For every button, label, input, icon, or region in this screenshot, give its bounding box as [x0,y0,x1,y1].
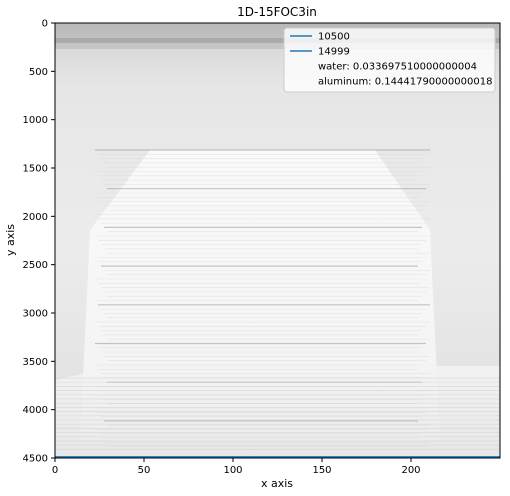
legend-entry-label: 14999 [318,47,350,58]
legend-box [283,27,496,93]
y-tick-label: 2500 [23,260,48,271]
heatmap-top-dark-band [55,38,500,43]
y-axis-label: y axis [4,224,17,256]
heatmap-plateau-region [80,150,440,440]
legend-entry-label: 10500 [318,32,350,43]
legend-entry-label: water: 0.033697510000000004 [318,62,477,73]
plot-area [55,23,500,458]
x-tick-label: 100 [223,465,242,476]
plot-frame [54,22,501,459]
x-axis: 0 50 100 150 200 [52,458,421,476]
y-tick-label: 4500 [23,454,48,465]
legend-entry-label: aluminum: 0.14441790000000018 [318,77,492,88]
x-axis-label: x axis [261,477,293,490]
y-tick-label: 4000 [23,405,48,416]
chart-title: 1D-15FOC3in [237,5,317,19]
x-tick-label: 0 [52,465,58,476]
legend: 10500 14999 water: 0.033697510000000004 alu… [283,27,496,93]
y-axis: 0 500 1000 1500 2000 2500 3000 3500 4000 4500 [23,19,55,465]
y-tick-label: 3500 [23,357,48,368]
y-tick-label: 3000 [23,309,48,320]
x-tick-label: 150 [312,465,331,476]
x-tick-label: 50 [138,465,151,476]
x-tick-label: 200 [401,465,420,476]
y-tick-label: 1500 [23,164,48,175]
y-tick-label: 1000 [23,115,48,126]
y-tick-label: 500 [29,67,48,78]
heatmap-stripes [55,149,500,450]
y-tick-label: 0 [42,19,48,30]
y-tick-label: 2000 [23,212,48,223]
